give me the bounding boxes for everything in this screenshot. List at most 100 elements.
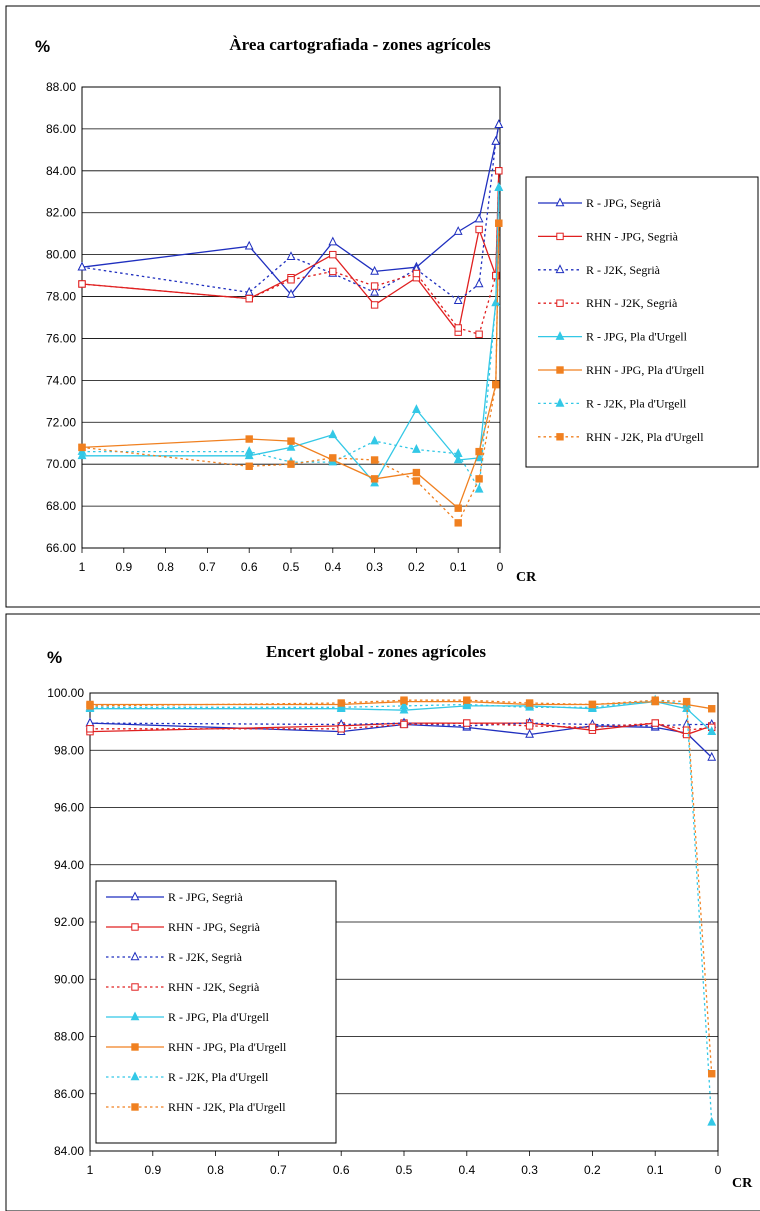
chart1-data-point: [77, 450, 87, 460]
chart1-data-point: [495, 167, 503, 175]
chart1-x-tick-label: 0.9: [115, 560, 132, 574]
chart2-legend-label: RHN - JPG, Segrià: [168, 920, 261, 934]
chart2-x-tick-label: 1: [87, 1163, 94, 1177]
chart2-data-point: [525, 728, 535, 738]
chart1-data-point: [286, 251, 296, 261]
chart1-legend-label: RHN - JPG, Pla d'Urgell: [586, 363, 705, 377]
chart1-data-point: [245, 435, 253, 443]
chart2-data-point: [400, 720, 408, 729]
chart1-y-tick-label: 76.00: [46, 331, 76, 345]
chart2-data-point: [707, 751, 717, 761]
chart1-title: Àrea cartografiada - zones agrícoles: [229, 35, 491, 54]
chart1-data-point: [77, 261, 87, 271]
chart1-data-point: [370, 265, 380, 275]
chart2-x-tick-label: 0.9: [144, 1163, 161, 1177]
chart1-x-tick-label: 0.4: [324, 560, 341, 574]
chart1-legend-marker: [556, 433, 564, 441]
chart1-data-point: [454, 504, 462, 512]
chart1-data-point: [453, 295, 463, 305]
chart1-x-tick-label: 0.5: [283, 560, 300, 574]
chart2-data-point: [86, 702, 94, 710]
chart1-data-point: [244, 240, 254, 250]
chart1-data-point: [245, 462, 253, 470]
chart1-data-point: [453, 454, 463, 464]
chart1-series-line: [82, 187, 500, 485]
chart1-data-point: [412, 468, 421, 477]
chart2-legend-label: RHN - J2K, Pla d'Urgell: [168, 1100, 286, 1114]
chart2-y-tick-label: 88.00: [54, 1030, 84, 1044]
chart2-x-tick-label: 0: [715, 1163, 722, 1177]
chart2-y-tick-label: 92.00: [54, 915, 84, 929]
chart1-y-tick-label: 72.00: [46, 415, 76, 429]
chart1-y-tick-label: 80.00: [46, 248, 76, 262]
chart1-y-tick-label: 78.00: [46, 290, 76, 304]
chart2-data-point: [707, 726, 717, 735]
chart2-x-tick-label: 0.8: [207, 1163, 224, 1177]
chart1-legend-marker: [555, 331, 565, 340]
chart1-data-point: [287, 437, 295, 445]
chart2-y-tick-label: 100.00: [47, 686, 84, 700]
chart2-data-point: [399, 700, 409, 710]
chart2-data-point: [682, 726, 691, 734]
chart1-y-tick-label: 66.00: [46, 541, 76, 555]
chart1-data-point: [475, 475, 483, 483]
chart1-plot-area: [81, 86, 501, 549]
chart1-data-point: [475, 225, 483, 234]
chart1-data-point: [329, 267, 337, 276]
chart1-data-point: [475, 330, 483, 338]
chart2-legend-label: R - JPG, Pla d'Urgell: [168, 1010, 270, 1024]
chart1-data-point: [454, 519, 462, 527]
chart1-data-point: [370, 435, 380, 445]
chart1-y-tick-label: 68.00: [46, 499, 76, 513]
chart2-legend-label: R - J2K, Segrià: [168, 950, 243, 964]
chart2-data-point: [588, 700, 597, 709]
chart2-x-axis-label: CR: [732, 1176, 753, 1191]
chart2-data-point: [708, 705, 716, 713]
chart1-legend-marker: [555, 264, 565, 274]
chart1-legend: [525, 176, 759, 468]
chart1-series-line: [81, 170, 500, 334]
chart1-data-point: [286, 441, 296, 451]
chart1-data-point: [328, 236, 338, 246]
chart1-data-point: [453, 226, 463, 235]
chart1-series-line: [81, 124, 500, 302]
chart2-x-tick-label: 0.1: [647, 1163, 664, 1177]
chart2-x-tick-label: 0.6: [333, 1163, 350, 1177]
chart1-data-point: [370, 475, 379, 483]
chart2-y-tick-label: 90.00: [54, 972, 84, 986]
chart1-data-point: [78, 443, 86, 452]
chart2-legend-marker: [130, 951, 140, 961]
chart2-x-tick-label: 0.2: [584, 1163, 601, 1177]
chart1-series-line: [82, 187, 500, 492]
chart2-legend-marker: [131, 923, 139, 931]
chart1-x-tick-label: 0.1: [450, 560, 467, 574]
chart2-x-tick-label: 0.7: [270, 1163, 287, 1177]
chart1-data-point: [370, 282, 379, 290]
chart1-data-point: [412, 477, 421, 485]
chart1-data-point: [244, 450, 254, 460]
chart2-x-tick-label: 0.5: [396, 1163, 413, 1177]
chart1-y-tick-label: 82.00: [46, 206, 76, 220]
chart1-data-point: [411, 443, 421, 453]
chart2-y-unit: %: [47, 648, 62, 667]
chart2-data-point: [525, 699, 534, 707]
chart1-legend-marker: [556, 299, 564, 307]
chart2-y-tick-label: 98.00: [54, 743, 84, 757]
chart2-x-tick-label: 0.4: [458, 1163, 475, 1177]
chart2-legend-marker: [131, 1043, 139, 1051]
chart1-data-point: [287, 276, 295, 284]
chart2-data-point: [525, 722, 534, 730]
chart2-data-point: [337, 725, 345, 733]
chart1-data-point: [287, 460, 295, 468]
chart2-x-tick-label: 0.3: [521, 1163, 538, 1177]
chart1-legend-marker: [555, 397, 565, 407]
chart1-x-tick-label: 0: [497, 560, 504, 574]
chart1-x-axis-label: CR: [516, 570, 537, 585]
chart1-data-point: [370, 456, 379, 464]
chart2-y-tick-label: 96.00: [54, 801, 84, 815]
chart1-legend-label: R - JPG, Pla d'Urgell: [586, 330, 688, 344]
chart2-legend-marker: [131, 1103, 139, 1111]
chart1-legend-marker: [555, 197, 565, 207]
chart1-data-point: [244, 446, 254, 455]
chart2-data-point: [651, 719, 659, 727]
